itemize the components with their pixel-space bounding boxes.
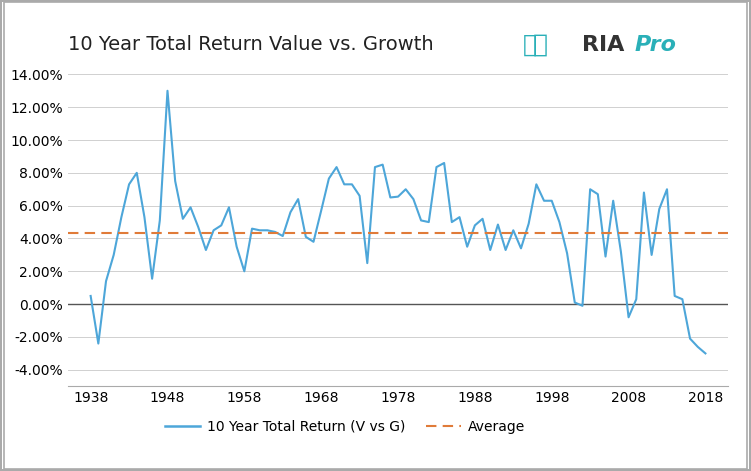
Text: 🛡: 🛡 [523, 33, 536, 57]
Text: Pro: Pro [635, 35, 677, 55]
Legend: 10 Year Total Return (V vs G), Average: 10 Year Total Return (V vs G), Average [160, 414, 531, 439]
Text: ⧉: ⧉ [533, 33, 548, 57]
Text: RIA: RIA [582, 35, 624, 55]
Text: 10 Year Total Return Value vs. Growth: 10 Year Total Return Value vs. Growth [68, 35, 433, 54]
